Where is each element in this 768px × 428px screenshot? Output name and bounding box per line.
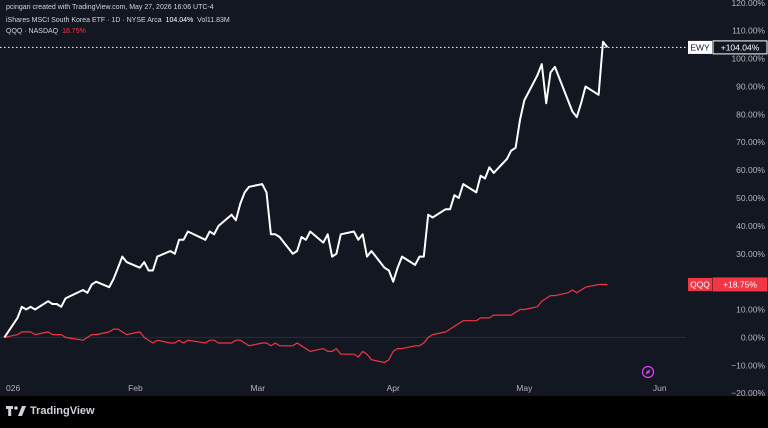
compare-series-change: 18.75% [62, 28, 86, 35]
y-tick-label: 70.00% [736, 137, 765, 147]
tag-value: +18.75% [723, 279, 757, 289]
y-tick-label: 100.00% [731, 54, 765, 64]
y-tick-label: 90.00% [736, 81, 765, 91]
x-tick-label: Jun [653, 383, 667, 393]
legend-main-series[interactable]: iShares MSCI South Korea ETF · 1D · NYSE… [6, 17, 232, 24]
x-tick-label: 026 [6, 383, 20, 393]
y-tick-label: 60.00% [736, 165, 765, 175]
y-tick-label: 50.00% [736, 193, 765, 203]
main-series-name: iShares MSCI South Korea ETF · 1D · NYSE… [6, 17, 162, 24]
footer-bar [0, 396, 768, 428]
x-tick-label: Mar [250, 383, 265, 393]
y-tick-label: 0.00% [741, 332, 766, 342]
compass-icon[interactable] [641, 365, 655, 379]
tag-symbol: EWY [690, 42, 710, 52]
y-tick-label: 40.00% [736, 221, 765, 231]
volume-label: Vol [197, 17, 207, 24]
tradingview-mark-icon [6, 406, 26, 416]
plot-background [0, 0, 768, 396]
compare-series-name: QQQ · NASDAQ [6, 28, 59, 35]
tag-value-box [712, 277, 768, 292]
brand-name: TradingView [30, 405, 95, 417]
volume-value: 11.83M [206, 17, 230, 24]
main-series-change: 104.04% [165, 17, 194, 24]
tag-symbol: QQQ [690, 279, 710, 289]
tag-value: +104.04% [721, 42, 760, 52]
y-tick-label: 110.00% [732, 26, 765, 36]
y-tick-label: 10.00% [736, 305, 765, 315]
tag-symbol-box [688, 40, 712, 54]
y-tick-label: 80.00% [736, 109, 765, 119]
legend-compare-series[interactable]: QQQ · NASDAQ 18.75% [6, 28, 88, 35]
y-tick-label: 30.00% [736, 249, 765, 259]
x-tick-label: Feb [128, 383, 143, 393]
x-tick-label: Apr [387, 383, 400, 393]
tradingview-logo: TradingView [6, 405, 95, 417]
chart-credit: pcingari created with TradingView.com, M… [6, 4, 214, 11]
series-line-qqq[interactable] [4, 283, 608, 364]
last-value-tag-ewy: EWY +104.04% [688, 40, 768, 55]
y-tick-label: −20.00% [731, 388, 765, 398]
tag-value-box [712, 40, 768, 55]
last-value-tag-qqq: QQQ +18.75% [688, 277, 768, 292]
y-tick-label: −10.00% [731, 360, 765, 370]
series-line-ewy[interactable] [3, 40, 609, 338]
x-tick-label: May [516, 383, 533, 393]
y-tick-label: 120.00% [731, 0, 765, 8]
tag-symbol-box [688, 277, 712, 291]
